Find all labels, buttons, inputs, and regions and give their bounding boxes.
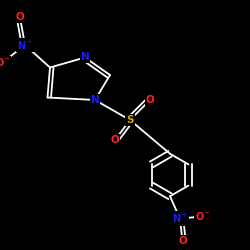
Text: O: O — [16, 12, 24, 22]
Text: O$^{-}$: O$^{-}$ — [195, 210, 210, 222]
Text: O$^{-}$: O$^{-}$ — [0, 56, 10, 68]
Text: O: O — [110, 135, 120, 145]
Text: N$^+$: N$^+$ — [17, 38, 33, 52]
Text: N: N — [90, 95, 100, 105]
Text: O: O — [178, 236, 187, 246]
Text: N: N — [80, 52, 90, 62]
Text: O: O — [146, 95, 154, 105]
Text: N$^+$: N$^+$ — [172, 212, 188, 225]
Text: S: S — [126, 115, 134, 125]
